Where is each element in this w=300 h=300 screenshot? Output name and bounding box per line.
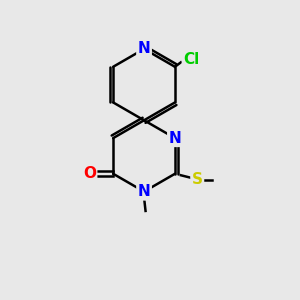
Text: O: O [83,166,96,181]
Text: N: N [138,184,150,199]
Text: N: N [169,130,181,146]
Text: Cl: Cl [183,52,200,67]
Text: N: N [138,41,150,56]
Text: S: S [192,172,203,187]
